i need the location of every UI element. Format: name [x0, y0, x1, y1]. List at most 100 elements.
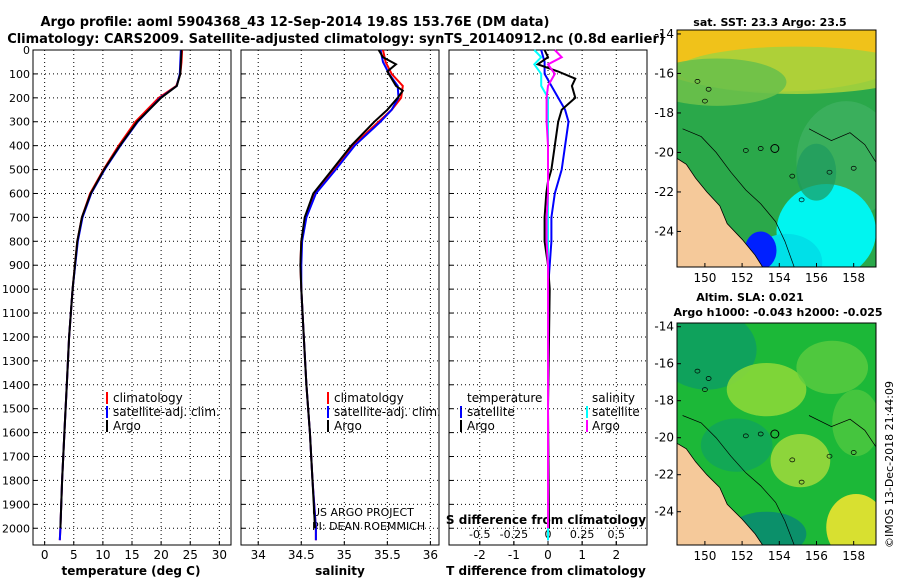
reef-outline: [757, 146, 764, 151]
sla-map: 150 152 154 156 158 -14 -16 -18 -20 -22 -24: [654, 320, 877, 563]
map-tick-label-y: -24: [654, 505, 674, 519]
map-tick-label-x: 158: [842, 549, 865, 563]
reef-outline: [757, 431, 764, 437]
tick-label-y: 0: [23, 44, 30, 57]
tick-label-x: -1: [508, 548, 520, 562]
shelf-contour: [682, 128, 795, 267]
legend-label-argo: Argo: [113, 419, 141, 433]
tick-label-x: 30: [212, 548, 227, 562]
salinity-panel: [240, 49, 440, 546]
reef-outline: [694, 368, 701, 374]
reef-outline: [705, 86, 712, 92]
legend-title-temperature: temperature: [467, 391, 542, 405]
argo-float-marker: [770, 429, 780, 439]
map-field-patch: [770, 434, 831, 488]
salinity-axes-frame: [240, 49, 440, 546]
reef-outline: [798, 479, 805, 485]
reef-outline: [850, 450, 857, 455]
map-tick-label-y: -20: [654, 431, 674, 445]
diff-xlabel-top: S difference from climatology: [446, 513, 646, 527]
tick-label-s: -0.25: [500, 528, 528, 541]
map-tick-label-x: 152: [731, 549, 754, 563]
reef-outline: [705, 376, 712, 381]
map-tick-label-y: -22: [654, 185, 674, 199]
tick-label-s: -0.5: [469, 528, 490, 541]
tick-label-y: 1500: [2, 403, 30, 416]
series-line-s-argo: [545, 49, 564, 529]
tick-label-y: 300: [9, 116, 30, 129]
sla-map-title-2: Argo h1000: -0.043 h2000: -0.025: [673, 306, 882, 319]
tick-label-x: 35.5: [374, 548, 401, 562]
legend-swatch-satellite: [327, 406, 329, 418]
difference-legend-salinity: salinity satellite Argo: [586, 391, 640, 433]
legend-swatch-s-argo: [586, 420, 588, 432]
map-field-patch: [796, 143, 837, 201]
map-tick-label-y: -14: [654, 27, 674, 41]
map-frame: [676, 29, 877, 268]
tick-label-y: 100: [9, 68, 30, 81]
tick-label-x: 10: [95, 548, 110, 562]
tick-label-x: 2: [612, 548, 620, 562]
salinity-xlabel: salinity: [315, 564, 365, 578]
map-field-patch: [796, 340, 869, 395]
map-tick-label-x: 156: [805, 271, 828, 285]
tick-label-y: 1600: [2, 427, 30, 440]
reef-outline: [742, 148, 749, 153]
map-field-patch: [726, 362, 807, 417]
map-tick-label-y: -16: [654, 357, 674, 371]
series-line-argo: [299, 49, 405, 529]
legend-label-t-argo: Argo: [467, 419, 495, 433]
tick-label-y: 1900: [2, 498, 30, 511]
map-tick-label-y: -24: [654, 224, 674, 238]
tick-label-y: 500: [9, 164, 30, 177]
map-tick-label-y: -18: [654, 106, 674, 120]
salinity-legend: climatology satellite-adj. clim. Argo: [327, 391, 441, 433]
tick-label-y: 1300: [2, 355, 30, 368]
map-tick-label-y: -16: [654, 66, 674, 80]
map-field-patch: [832, 389, 876, 457]
tick-label-s: 0.5: [608, 528, 626, 541]
tick-label-x: 35: [337, 548, 352, 562]
tick-label-y: 1100: [2, 307, 30, 320]
reef-outline: [826, 169, 833, 175]
legend-swatch-t-argo: [460, 420, 462, 432]
map-field-patch: [700, 418, 773, 472]
map-tick-label-x: 150: [693, 549, 716, 563]
legend-label-climatology: climatology: [113, 391, 183, 405]
legend-swatch-satellite: [106, 406, 108, 418]
title-line-1: Argo profile: aoml 5904368_43 12-Sep-201…: [41, 15, 550, 30]
imos-credit: ©IMOS 13-Dec-2018 21:44:09: [883, 381, 896, 548]
reef-outline: [789, 173, 796, 179]
map-tick-label-y: -18: [654, 394, 674, 408]
tick-label-x: 34: [251, 548, 266, 562]
tick-label-x: -2: [474, 548, 486, 562]
tick-label-x: 0: [544, 548, 552, 562]
legend-swatch-argo: [327, 420, 329, 432]
legend-swatch-argo: [106, 420, 108, 432]
tick-label-y: 600: [9, 187, 30, 200]
reef-outline: [826, 453, 833, 459]
tick-label-x: 0: [41, 548, 49, 562]
reef-outline: [798, 197, 805, 203]
legend-label-s-satellite: satellite: [592, 405, 640, 419]
reef-outline: [702, 387, 708, 392]
tick-label-y: 1700: [2, 451, 30, 464]
map-tick-label-y: -20: [654, 145, 674, 159]
reef-contour: [808, 128, 876, 163]
tick-label-x: 34.5: [288, 548, 315, 562]
tick-label-x: 5: [70, 548, 78, 562]
tick-label-y: 1800: [2, 474, 30, 487]
legend-swatch-s-satellite: [586, 406, 588, 418]
tick-label-y: 1000: [2, 283, 30, 296]
tick-label-x: 1: [578, 548, 586, 562]
reef-outline: [694, 78, 701, 84]
argo-float-marker: [770, 144, 780, 153]
tick-label-x: 25: [183, 548, 198, 562]
map-field: [677, 323, 876, 545]
map-tick-label-y: -22: [654, 468, 674, 482]
map-tick-label-x: 150: [693, 271, 716, 285]
series-line-argo: [59, 49, 183, 529]
tick-label-y: 1200: [2, 331, 30, 344]
map-field-patch: [826, 493, 876, 545]
shelf-contour: [682, 415, 795, 545]
